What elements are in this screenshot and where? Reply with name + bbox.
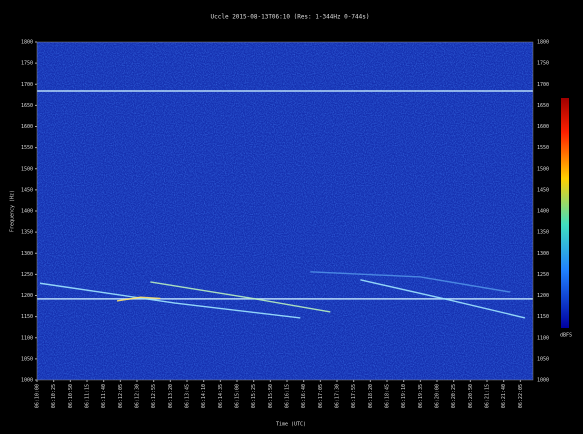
x-tick-label: 06:10:00 bbox=[35, 384, 41, 408]
y-tick-label: 1400 bbox=[21, 209, 33, 215]
y-axis-label: Frequency (Hz) bbox=[10, 190, 16, 232]
x-tick-label: 06:18:45 bbox=[385, 384, 391, 408]
y2-tick-label: 1400 bbox=[537, 209, 549, 215]
noise bbox=[37, 42, 533, 380]
x-tick-label: 06:20:50 bbox=[468, 384, 474, 408]
colorbar bbox=[561, 98, 569, 328]
y-tick-label: 1050 bbox=[21, 356, 33, 362]
y-tick-label: 1150 bbox=[21, 314, 33, 320]
x-tick-label: 06:21:15 bbox=[485, 384, 491, 408]
plot-frame bbox=[36, 41, 534, 381]
echo-trace bbox=[116, 296, 161, 302]
x-tick-label: 06:17:05 bbox=[318, 384, 324, 408]
x-tick-label: 06:11:15 bbox=[85, 384, 91, 408]
y-tick-label: 1700 bbox=[21, 82, 33, 88]
y-tick-label: 1750 bbox=[21, 61, 33, 67]
y2-tick-label: 1150 bbox=[537, 314, 549, 320]
y2-tick-label: 1100 bbox=[537, 335, 549, 341]
x-tick-label: 06:21:40 bbox=[501, 384, 507, 408]
x-tick-label: 06:14:10 bbox=[201, 384, 207, 408]
x-tick-label: 06:18:20 bbox=[368, 384, 374, 408]
y-tick-label: 1000 bbox=[21, 378, 33, 384]
x-tick-label: 06:22:05 bbox=[518, 384, 524, 408]
y2-tick-label: 1200 bbox=[537, 293, 549, 299]
x-tick-label: 06:16:40 bbox=[301, 384, 307, 408]
colorbar-label: dBFS bbox=[560, 333, 572, 339]
y2-tick-label: 1000 bbox=[537, 378, 549, 384]
x-tick-label: 06:13:45 bbox=[185, 384, 191, 408]
x-tick-label: 06:19:10 bbox=[401, 384, 407, 408]
x-tick-label: 06:10:25 bbox=[51, 384, 57, 408]
x-tick-label: 06:15:00 bbox=[235, 384, 241, 408]
y2-tick-label: 1550 bbox=[537, 145, 549, 151]
y2-tick-label: 1450 bbox=[537, 187, 549, 193]
chart-title: Uccle 2015-08-13T06:10 (Res: 1-344Hz 0-7… bbox=[211, 14, 370, 21]
y2-tick-label: 1800 bbox=[537, 40, 549, 46]
y-tick-label: 1200 bbox=[21, 293, 33, 299]
x-tick-label: 06:20:25 bbox=[451, 384, 457, 408]
y-tick-label: 1450 bbox=[21, 187, 33, 193]
y-tick-label: 1100 bbox=[21, 335, 33, 341]
x-tick-label: 06:17:30 bbox=[335, 384, 341, 408]
y2-tick-label: 1650 bbox=[537, 103, 549, 109]
x-tick-label: 06:12:55 bbox=[151, 384, 157, 408]
y-tick-label: 1350 bbox=[21, 230, 33, 236]
y2-tick-label: 1250 bbox=[537, 272, 549, 278]
y-tick-label: 1650 bbox=[21, 103, 33, 109]
echo-trace bbox=[150, 281, 331, 313]
y-tick-label: 1800 bbox=[21, 40, 33, 46]
echo-trace bbox=[39, 282, 301, 319]
y2-tick-label: 1750 bbox=[537, 61, 549, 67]
echo-trace bbox=[360, 279, 526, 319]
x-tick-label: 06:11:40 bbox=[101, 384, 107, 408]
y-tick-label: 1600 bbox=[21, 124, 33, 130]
x-tick-label: 06:17:55 bbox=[351, 384, 357, 408]
x-tick-label: 06:15:50 bbox=[268, 384, 274, 408]
y2-tick-label: 1300 bbox=[537, 251, 549, 257]
y2-tick-label: 1350 bbox=[537, 230, 549, 236]
y-tick-label: 1250 bbox=[21, 272, 33, 278]
x-tick-label: 06:15:25 bbox=[251, 384, 257, 408]
x-tick-label: 06:14:35 bbox=[218, 384, 224, 408]
x-axis-label: Time (UTC) bbox=[276, 422, 306, 428]
y2-tick-label: 1050 bbox=[537, 356, 549, 362]
y-tick-label: 1550 bbox=[21, 145, 33, 151]
y-tick-label: 1300 bbox=[21, 251, 33, 257]
y-tick-label: 1500 bbox=[21, 166, 33, 172]
y2-tick-label: 1700 bbox=[537, 82, 549, 88]
y2-tick-label: 1500 bbox=[537, 166, 549, 172]
x-tick-label: 06:12:05 bbox=[118, 384, 124, 408]
x-tick-label: 06:12:30 bbox=[135, 384, 141, 408]
x-tick-label: 06:20:00 bbox=[435, 384, 441, 408]
y2-tick-label: 1600 bbox=[537, 124, 549, 130]
echo-trace bbox=[310, 271, 511, 293]
x-tick-label: 06:10:50 bbox=[68, 384, 74, 408]
x-tick-label: 06:19:35 bbox=[418, 384, 424, 408]
x-tick-label: 06:13:20 bbox=[168, 384, 174, 408]
x-tick-label: 06:16:15 bbox=[285, 384, 291, 408]
